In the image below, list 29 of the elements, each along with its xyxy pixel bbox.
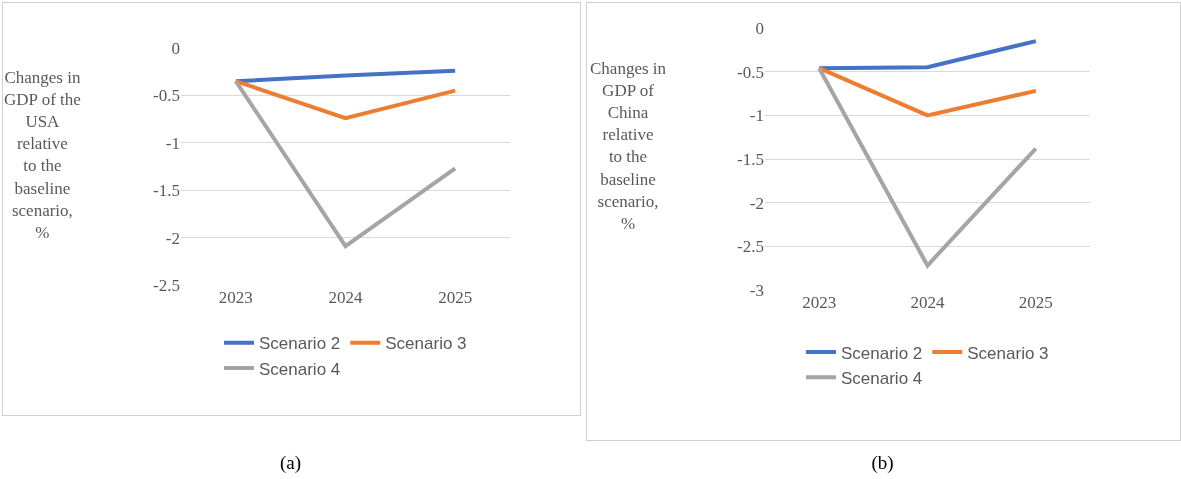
y-tick-label: -2.5 [737, 237, 764, 257]
y-tick-label: -2.5 [153, 275, 180, 295]
legend-label: Scenario 3 [385, 334, 467, 354]
x-tick-label: 2025 [1018, 293, 1053, 312]
y-tick-label: -0.5 [737, 62, 764, 82]
x-tick-label: 2023 [218, 288, 253, 307]
legend-label: Scenario 4 [841, 368, 923, 388]
y-tick-label: 0 [171, 38, 180, 58]
text: (a) [278, 452, 303, 474]
y-tick-label: -1.5 [153, 181, 180, 201]
y-tick-label: -1 [165, 133, 180, 153]
y-axis-title: Changes in GDP of China relative to the baseline scenario, % [590, 59, 667, 233]
x-tick-label: 2024 [910, 293, 945, 312]
legend-label: Scenario 3 [967, 343, 1049, 363]
y-tick-label: -2 [749, 193, 764, 213]
y-tick-label: -1 [749, 106, 764, 126]
y-tick-label: -1.5 [737, 149, 764, 169]
legend-label: Scenario 4 [259, 359, 341, 379]
y-tick-label: -0.5 [153, 86, 180, 106]
y-axis-title: Changes in GDP of the USA relative to the baseline scenario, % [4, 68, 81, 242]
legend-label: Scenario 2 [841, 343, 923, 363]
text: (b) [870, 452, 895, 474]
y-tick-label: 0 [755, 18, 764, 38]
x-tick-label: 2024 [328, 288, 363, 307]
x-tick-label: 2025 [438, 288, 473, 307]
legend-label: Scenario 2 [259, 334, 341, 354]
y-tick-label: -2 [165, 228, 180, 248]
y-tick-label: -3 [749, 280, 764, 300]
x-tick-label: 2023 [802, 293, 837, 312]
